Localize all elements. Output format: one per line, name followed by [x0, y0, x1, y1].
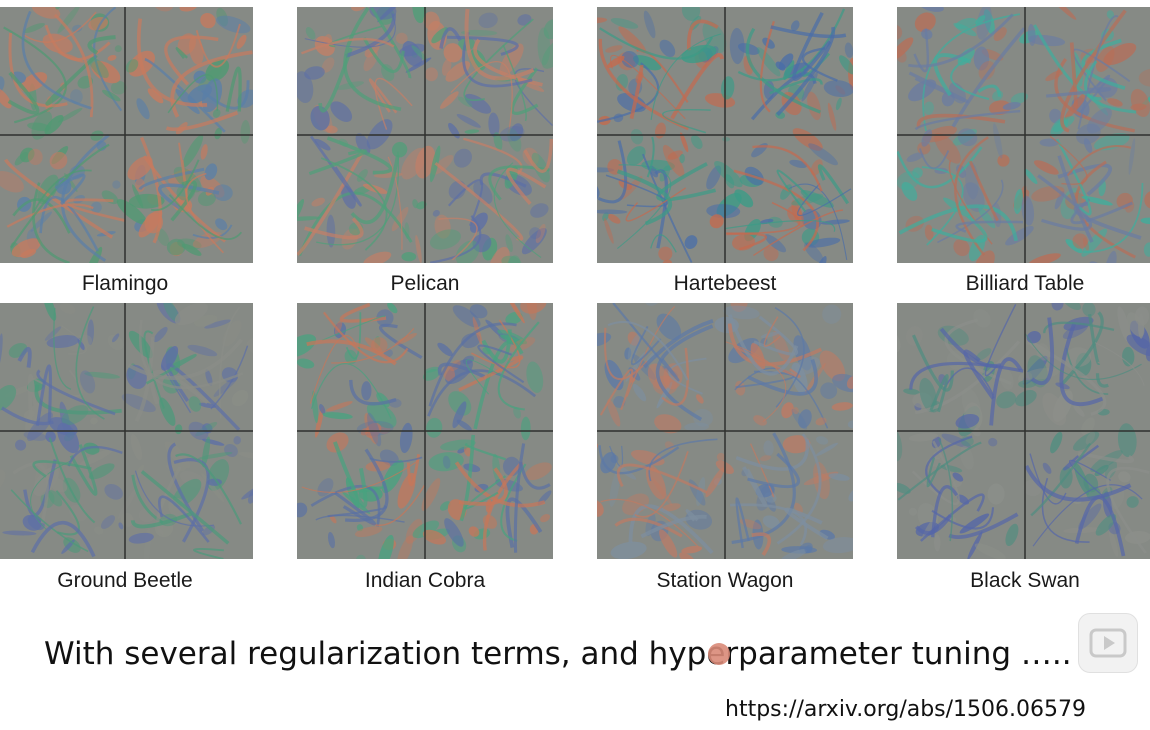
play-icon	[1089, 628, 1127, 658]
flamingo-visualization	[0, 7, 253, 263]
ground-beetle-visualization	[0, 303, 253, 559]
panel-indian-cobra	[297, 303, 553, 559]
caption-flamingo: Flamingo	[81, 272, 169, 295]
caption-pelican: Pelican	[390, 272, 460, 295]
pelican-visualization	[297, 7, 553, 263]
caption-billiard-table: Billiard Table	[965, 272, 1085, 295]
panel-hartebeest	[597, 7, 853, 263]
arxiv-link[interactable]: https://arxiv.org/abs/1506.06579	[725, 697, 1087, 722]
panel-black-swan	[897, 303, 1150, 559]
caption-indian-cobra: Indian Cobra	[364, 569, 486, 592]
panel-station-wagon	[597, 303, 853, 559]
cursor-dot	[708, 643, 730, 665]
black-swan-visualization	[897, 303, 1150, 559]
station-wagon-visualization	[597, 303, 853, 559]
slide-footnote: With several regularization terms, and h…	[44, 636, 1072, 672]
hartebeest-visualization	[597, 7, 853, 263]
panel-billiard-table	[897, 7, 1150, 263]
panel-flamingo	[0, 7, 253, 263]
panel-ground-beetle	[0, 303, 253, 559]
caption-hartebeest: Hartebeest	[673, 272, 777, 295]
billiard-table-visualization	[897, 7, 1150, 263]
play-button[interactable]	[1078, 613, 1138, 673]
indian-cobra-visualization	[297, 303, 553, 559]
panel-pelican	[297, 7, 553, 263]
caption-black-swan: Black Swan	[970, 569, 1080, 592]
caption-ground-beetle: Ground Beetle	[57, 569, 193, 592]
caption-station-wagon: Station Wagon	[656, 569, 794, 592]
